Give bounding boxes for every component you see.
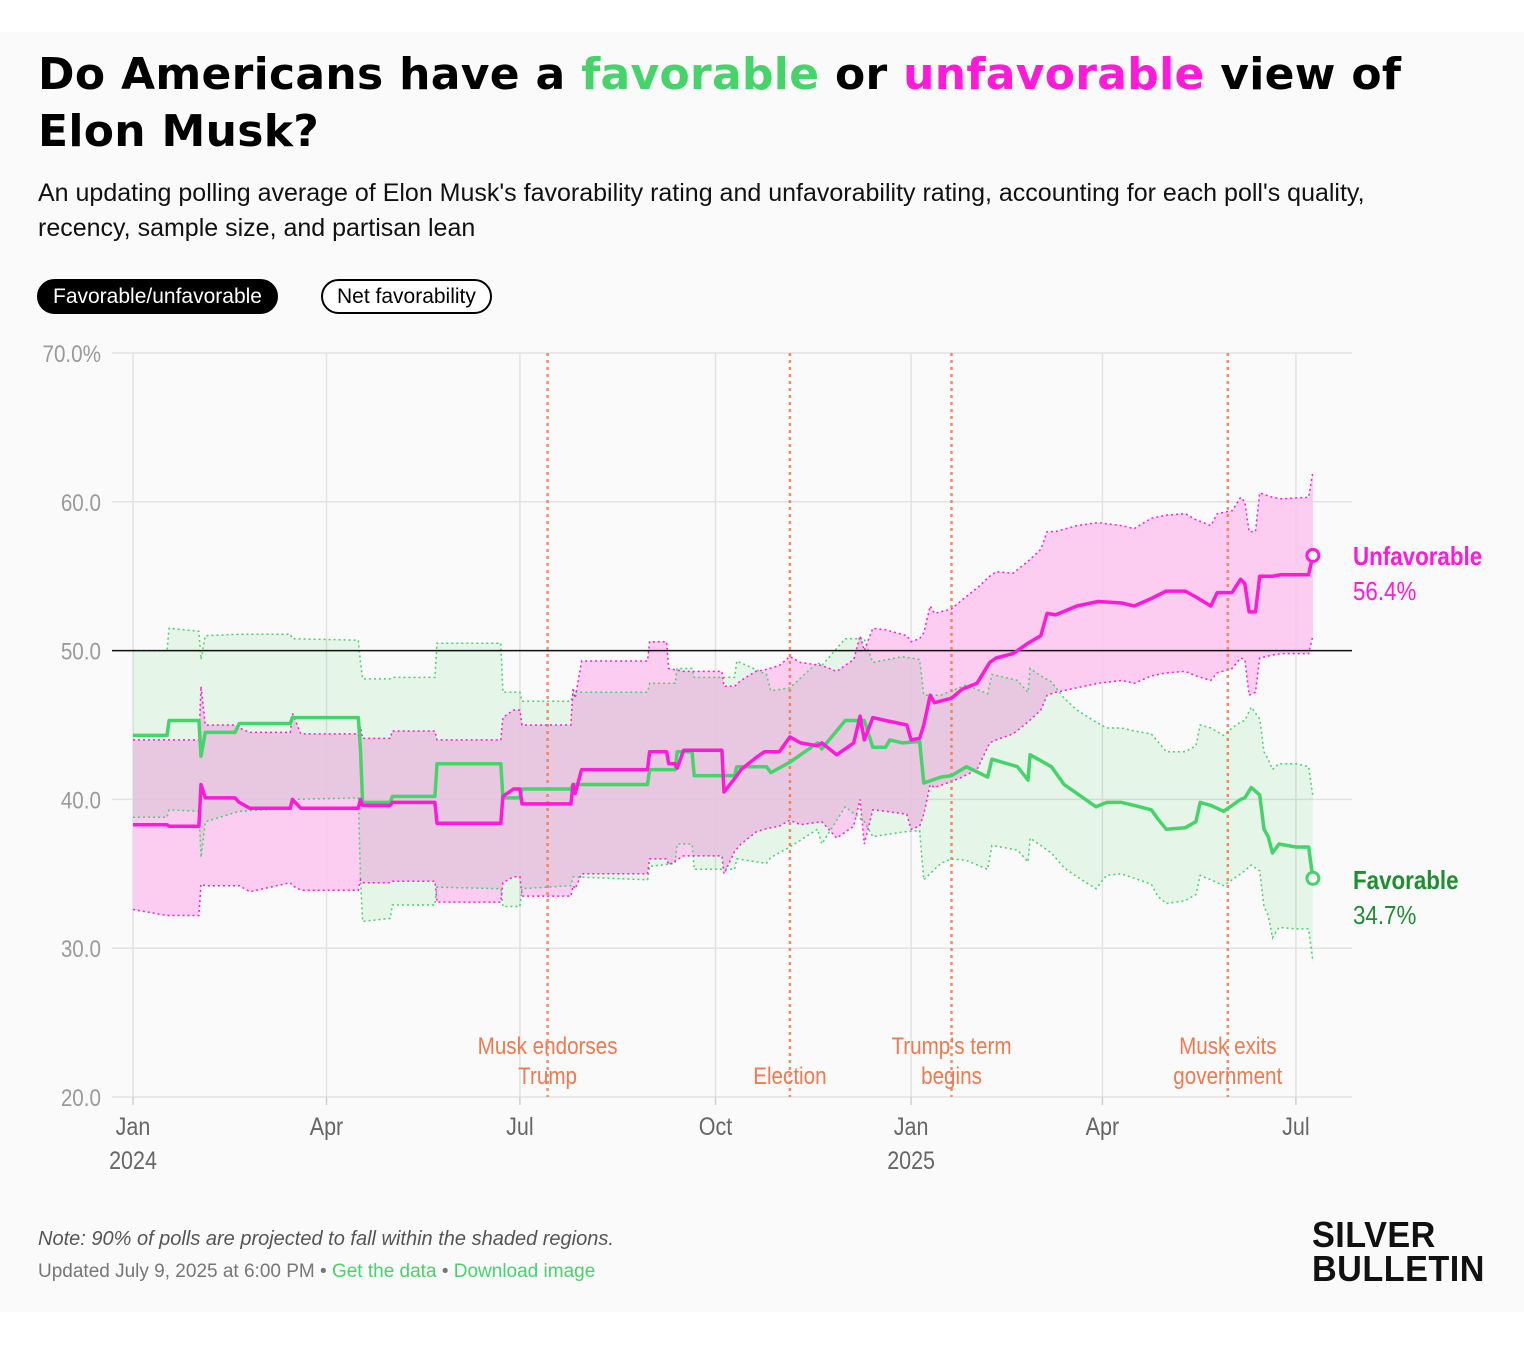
download-image-link[interactable]: Download image <box>453 1261 596 1282</box>
chart-subtitle: An updating polling average of Elon Musk… <box>38 179 1365 242</box>
unfavorable-line <box>133 555 1315 828</box>
favorable-end-marker <box>1305 870 1321 886</box>
y-tick-label: 40.0 <box>61 787 101 814</box>
x-tick-year-label: 2025 <box>887 1146 935 1174</box>
event-label: Election <box>753 1063 826 1090</box>
x-tick-label: Jan <box>894 1112 929 1140</box>
x-tick-label: Apr <box>1086 1112 1120 1140</box>
x-tick-label: Jul <box>506 1112 533 1140</box>
y-tick-label: 50.0 <box>61 638 101 665</box>
y-tick-label: 70.0% <box>42 341 101 368</box>
unfavorable-band-upper <box>133 471 1314 741</box>
x-tick-label: Jul <box>1282 1112 1309 1140</box>
x-tick-year-label: 2024 <box>109 1146 157 1174</box>
title-unfavorable-word: unfavorable <box>903 49 1205 100</box>
x-tick-label: Jan <box>116 1112 151 1140</box>
event-label: Trump's term <box>891 1033 1011 1060</box>
favorable-last-value: 34.7% <box>1353 901 1416 930</box>
event-label: Musk endorses <box>478 1033 618 1060</box>
event-label: government <box>1173 1063 1283 1090</box>
unfavorable-band-lower <box>132 635 1314 917</box>
favorable-series-label: Favorable <box>1353 866 1459 895</box>
footnote: Note: 90% of polls are projected to fall… <box>38 1228 614 1250</box>
favorable-band-upper <box>133 627 1314 797</box>
title-favorable-word: favorable <box>581 49 820 100</box>
x-tick-label: Apr <box>310 1112 344 1140</box>
x-tick-label: Oct <box>699 1112 733 1140</box>
toggle-net-favorability[interactable]: Net favorability <box>321 279 492 314</box>
y-tick-label: 60.0 <box>61 489 101 516</box>
favorable-line <box>133 715 1315 879</box>
y-tick-label: 30.0 <box>61 936 101 963</box>
y-tick-label: 20.0 <box>61 1085 101 1112</box>
unfavorable-last-value: 56.4% <box>1353 577 1416 606</box>
favorable-band-lower <box>133 797 1314 962</box>
get-data-link[interactable]: Get the data <box>331 1261 437 1282</box>
favorable-band <box>133 628 1313 962</box>
chart-title: Do Americans have a favorable or unfavor… <box>38 49 1402 157</box>
unfavorable-end-marker <box>1305 547 1321 563</box>
event-label: Musk exits <box>1179 1033 1276 1060</box>
updated-line: Updated July 9, 2025 at 6:00 PM • Get th… <box>38 1261 595 1283</box>
silver-bulletin-logo: SILVER BULLETIN <box>1312 1214 1485 1289</box>
toggle-favorable-unfavorable[interactable]: Favorable/unfavorable <box>37 279 278 314</box>
separator-dot: • <box>441 1261 449 1282</box>
event-label: begins <box>921 1063 982 1090</box>
unfavorable-series-label: Unfavorable <box>1353 542 1482 571</box>
event-label: Trump <box>518 1063 577 1090</box>
updated-text: Updated July 9, 2025 at 6:00 PM <box>38 1261 315 1282</box>
separator-dot: • <box>320 1261 327 1282</box>
